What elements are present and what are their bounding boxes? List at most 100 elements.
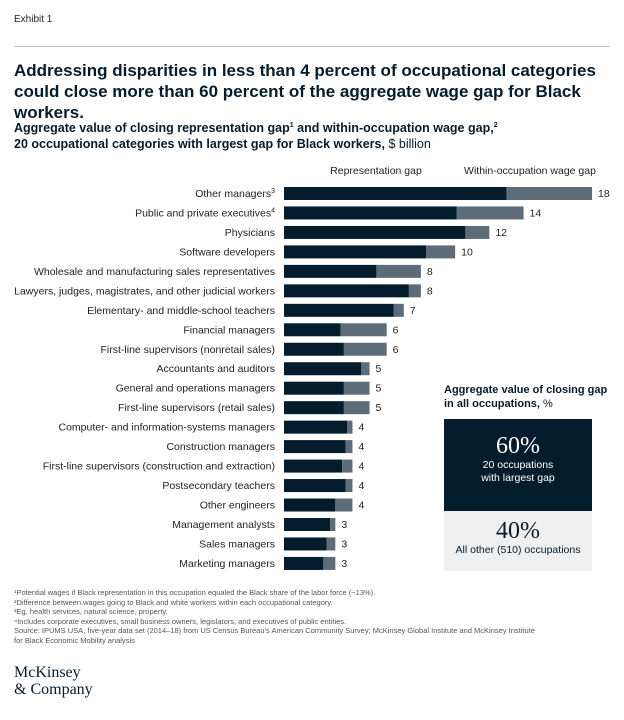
footnote-3: ³Eg, health services, natural science, p… bbox=[14, 607, 168, 616]
footnotes: ¹Potential wages if Black representation… bbox=[14, 588, 610, 645]
category-label: First-line supervisors (retail sales) bbox=[118, 402, 275, 414]
category-label: Management analysts bbox=[172, 519, 275, 531]
category-label: General and operations managers bbox=[116, 383, 275, 395]
bar-within-occupation-gap bbox=[343, 401, 370, 415]
total-value-label: 5 bbox=[376, 383, 382, 395]
bar-within-occupation-gap bbox=[393, 303, 404, 317]
bar-within-occupation-gap bbox=[465, 225, 490, 239]
footnote-2: ²Difference between wages going to Black… bbox=[14, 597, 333, 607]
bar-within-occupation-gap bbox=[376, 264, 421, 278]
total-value-label: 6 bbox=[393, 324, 399, 336]
bar-within-occupation-gap bbox=[347, 420, 353, 434]
bar-within-occupation-gap bbox=[330, 517, 336, 531]
bar-representation-gap bbox=[284, 264, 377, 278]
category-label: Software developers bbox=[179, 246, 275, 258]
bar-within-occupation-gap bbox=[343, 342, 387, 356]
bar-within-occupation-gap bbox=[326, 537, 336, 551]
aggregate-top-line2: with largest gap bbox=[481, 472, 555, 484]
bar-within-occupation-gap bbox=[343, 381, 370, 395]
total-value-label: 3 bbox=[341, 519, 347, 531]
bar-within-occupation-gap bbox=[323, 556, 336, 570]
exhibit-label: Exhibit 1 bbox=[14, 14, 53, 25]
mckinsey-logo: McKinsey & Company bbox=[14, 664, 93, 698]
total-value-label: 5 bbox=[376, 363, 382, 375]
total-value-label: 4 bbox=[358, 480, 364, 492]
bar-within-occupation-gap bbox=[340, 323, 387, 337]
category-label: Accountants and auditors bbox=[157, 363, 276, 375]
subtitle-part1: Aggregate value of closing representatio… bbox=[14, 121, 290, 135]
bar-within-occupation-gap bbox=[342, 459, 353, 473]
aggregate-bottom-box: 40% All other (510) occupations bbox=[444, 511, 592, 571]
subtitle-line2: 20 occupational categories with largest … bbox=[14, 137, 385, 151]
stacked-bar-chart: Representation gap Within-occupation wage… bbox=[14, 165, 610, 570]
total-value-label: 4 bbox=[358, 441, 364, 453]
bar-representation-gap bbox=[284, 323, 341, 337]
bar-representation-gap bbox=[284, 440, 346, 454]
bar-representation-gap bbox=[284, 479, 346, 493]
subtitle-sup1: 1 bbox=[289, 121, 294, 129]
bar-representation-gap bbox=[284, 284, 409, 298]
category-label: First-line supervisors (nonretail sales) bbox=[101, 344, 275, 356]
total-value-label: 7 bbox=[410, 305, 416, 317]
total-value-label: 3 bbox=[341, 538, 347, 550]
bar-representation-gap bbox=[284, 498, 336, 512]
logo-line2: & Company bbox=[14, 681, 93, 698]
bar-within-occupation-gap bbox=[361, 362, 370, 376]
bar-within-occupation-gap bbox=[345, 479, 353, 493]
category-label: Other managers3 bbox=[195, 188, 275, 200]
bar-within-occupation-gap bbox=[335, 498, 353, 512]
total-value-label: 10 bbox=[461, 246, 473, 258]
subtitle-unit: $ billion bbox=[384, 137, 431, 151]
bar-within-occupation-gap bbox=[506, 187, 592, 200]
bar-within-occupation-gap bbox=[408, 284, 421, 298]
bar-representation-gap bbox=[284, 303, 394, 317]
legend-representation-gap: Representation gap bbox=[330, 165, 422, 177]
bar-representation-gap bbox=[284, 362, 361, 376]
bar-within-occupation-gap bbox=[426, 245, 456, 259]
bar-representation-gap bbox=[284, 245, 427, 259]
category-footnote-marker: 3 bbox=[271, 188, 275, 195]
category-label: Wholesale and manufacturing sales repres… bbox=[34, 266, 275, 278]
total-value-label: 5 bbox=[376, 402, 382, 414]
category-label: Marketing managers bbox=[179, 558, 275, 570]
aggregate-top-box: 60% 20 occupations with largest gap bbox=[444, 419, 592, 511]
bar-representation-gap bbox=[284, 420, 348, 434]
legend-within-occupation-wage-gap: Within-occupation wage gap bbox=[464, 165, 596, 177]
total-value-label: 8 bbox=[427, 285, 433, 297]
category-label: Public and private executives4 bbox=[135, 207, 275, 219]
category-label: Physicians bbox=[225, 227, 275, 239]
aggregate-unit: % bbox=[539, 398, 553, 410]
bar-representation-gap bbox=[284, 517, 331, 531]
bar-representation-gap bbox=[284, 187, 507, 200]
bar-representation-gap bbox=[284, 225, 466, 239]
total-value-label: 8 bbox=[427, 266, 433, 278]
divider bbox=[14, 46, 610, 47]
aggregate-title-text: Aggregate value of closing gap in all oc… bbox=[444, 384, 608, 410]
category-footnote-marker: 4 bbox=[271, 207, 275, 214]
category-label: Construction managers bbox=[166, 441, 275, 453]
bar-representation-gap bbox=[284, 342, 344, 356]
category-label: Elementary- and middle-school teachers bbox=[87, 305, 275, 317]
footnote-4: ⁴Includes corporate executives, small bu… bbox=[14, 616, 347, 626]
aggregate-top-line1: 20 occupations bbox=[482, 459, 554, 471]
bar-within-occupation-gap bbox=[456, 206, 524, 220]
aggregate-bottom-value: 40% bbox=[496, 518, 540, 544]
aggregate-top-value: 60% bbox=[496, 433, 540, 459]
total-value-label: 14 bbox=[530, 207, 542, 219]
bar-within-occupation-gap bbox=[345, 440, 353, 454]
total-value-label: 3 bbox=[341, 558, 347, 570]
category-label: Computer- and information-systems manage… bbox=[58, 422, 275, 434]
bar-representation-gap bbox=[284, 206, 457, 220]
total-value-label: 4 bbox=[358, 461, 364, 473]
total-value-label: 12 bbox=[495, 227, 507, 239]
source-line-1: Source: IPUMS USA, five-year data set (2… bbox=[14, 626, 535, 635]
category-label: Sales managers bbox=[199, 538, 275, 550]
chart-subtitle: Aggregate value of closing representatio… bbox=[14, 120, 610, 152]
category-label: Financial managers bbox=[183, 324, 275, 336]
bar-representation-gap bbox=[284, 401, 344, 415]
aggregate-bottom-line1: All other (510) occupations bbox=[455, 544, 581, 556]
bar-representation-gap bbox=[284, 537, 327, 551]
category-label: Postsecondary teachers bbox=[162, 480, 275, 492]
chart-headline: Addressing disparities in less than 4 pe… bbox=[14, 61, 596, 122]
subtitle-part2: and within-occupation wage gap, bbox=[293, 121, 494, 135]
